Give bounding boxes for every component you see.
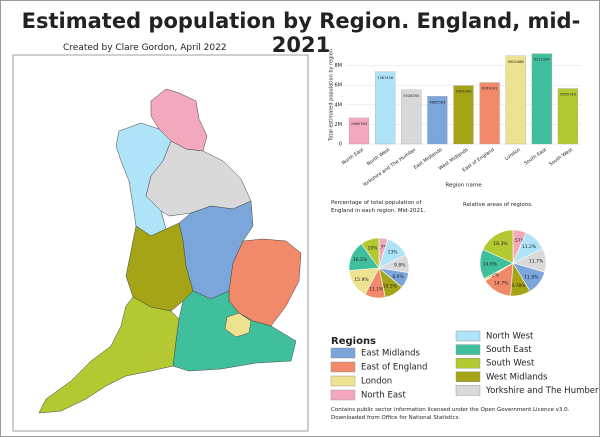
legend-swatch xyxy=(330,375,356,387)
bar-value-label: 6269161 xyxy=(482,87,498,91)
slice-label: 14.7% xyxy=(494,280,509,286)
bar-value-label: 7367456 xyxy=(377,76,394,80)
legend-label: South West xyxy=(486,359,535,369)
slice-label: 9.78% xyxy=(511,283,526,289)
slice-label: 1.2% xyxy=(487,272,499,278)
bar xyxy=(453,85,474,145)
x-tick-label: North West xyxy=(366,147,391,167)
y-tick-label: 8M xyxy=(335,63,343,69)
bar-value-label: 9217265 xyxy=(534,58,550,62)
legend-label: East Midlands xyxy=(361,349,420,359)
london xyxy=(224,312,252,338)
slice-label: 6.57% xyxy=(511,238,526,244)
slice-label: 13% xyxy=(388,249,399,255)
y-tick-label: 2M xyxy=(335,122,343,128)
slice-label: 14.6% xyxy=(483,261,498,267)
slice-label: 11.7% xyxy=(529,259,544,265)
slice-label: 10.5% xyxy=(383,284,398,290)
legend-label: South East xyxy=(486,345,532,355)
x-tick-label: London xyxy=(504,147,522,162)
bar xyxy=(557,88,579,145)
bar xyxy=(479,82,500,145)
slice-label: 4.7% xyxy=(376,245,388,251)
legend-label: East of England xyxy=(361,363,427,373)
slice-label: 11.2% xyxy=(522,244,537,250)
slice-label: 15.9% xyxy=(354,277,369,283)
slice-label: 9.8% xyxy=(394,262,406,268)
subtitle: Created by Clare Gordon, April 2022 xyxy=(63,43,227,53)
north-west xyxy=(115,122,172,237)
bar xyxy=(427,96,448,145)
pie-title: Percentage of total population of Englan… xyxy=(331,200,426,214)
y-axis-label: Total estimated population by region xyxy=(329,49,335,142)
legend-label: North East xyxy=(361,391,406,401)
legend-swatch xyxy=(455,330,481,342)
legend-swatch xyxy=(455,344,481,355)
legend-swatch xyxy=(455,385,481,396)
bar xyxy=(505,55,526,145)
slice-label: 8.6% xyxy=(392,274,404,280)
legend-label: North West xyxy=(486,332,534,342)
north-east xyxy=(150,88,208,152)
bar-value-label: 5526350 xyxy=(403,94,420,98)
y-tick-label: 6M xyxy=(335,83,343,89)
legend-label: Yorkshire and The Humber xyxy=(485,386,599,396)
legend-swatch xyxy=(455,371,481,382)
south-west xyxy=(38,296,180,414)
pie-title: Relative areas of regions. xyxy=(463,202,533,208)
pie-slice xyxy=(482,229,514,264)
y-tick-label: 4M xyxy=(335,102,343,108)
slice-label: 11.9% xyxy=(524,275,539,281)
legend-swatch xyxy=(455,358,481,369)
legend-swatch xyxy=(330,361,356,373)
x-axis-label: Region name xyxy=(445,183,482,189)
bar xyxy=(375,71,396,145)
slice-label: 11.1% xyxy=(369,286,384,292)
bar-value-label: 5954240 xyxy=(455,90,472,94)
map xyxy=(38,88,302,414)
x-tick-label: North East xyxy=(341,147,365,166)
legend-label: West Midlands xyxy=(486,372,548,382)
legend-title: Regions xyxy=(331,336,376,347)
bar-value-label: 2660763 xyxy=(351,122,367,126)
legend-label: London xyxy=(361,377,392,387)
bar xyxy=(401,89,422,145)
bar-value-label: 4865583 xyxy=(429,100,445,104)
y-tick-label: 0 xyxy=(339,142,342,148)
bar xyxy=(348,117,370,145)
legend-swatch xyxy=(330,347,356,359)
footnote: Contains public sector information licen… xyxy=(331,407,570,421)
slice-label: 16.3% xyxy=(353,257,368,263)
x-tick-label: South East xyxy=(523,147,548,167)
x-tick-label: South West xyxy=(548,147,574,168)
pie-slice xyxy=(360,237,380,269)
bar-value-label: 5659143 xyxy=(560,93,576,97)
bar-value-label: 9002488 xyxy=(508,60,525,64)
slice-label: 18.3% xyxy=(493,241,508,247)
title: Estimated population by Region. England,… xyxy=(21,9,581,57)
slice-label: 10% xyxy=(367,246,378,252)
legend-swatch xyxy=(330,389,356,401)
bar xyxy=(531,53,552,145)
